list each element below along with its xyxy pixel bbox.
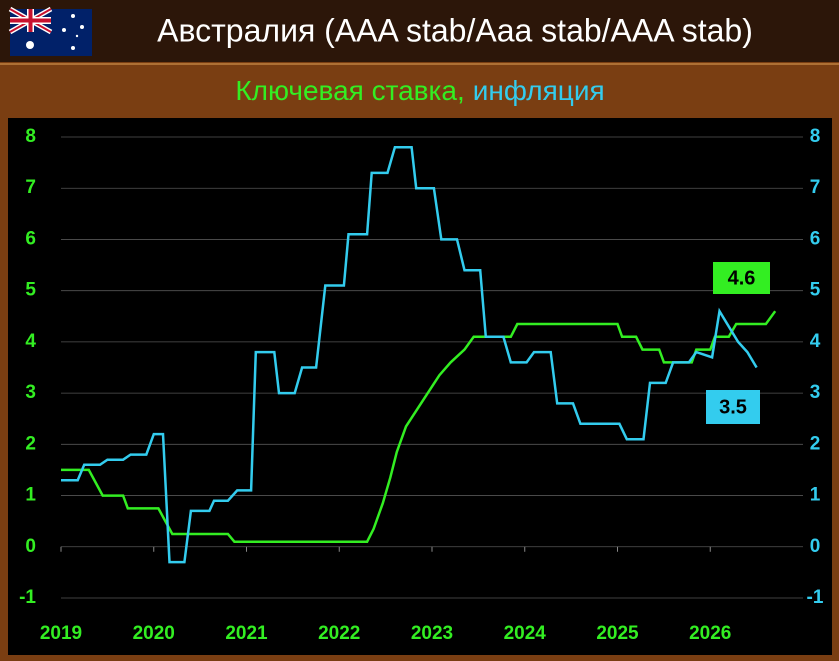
series-line <box>61 145 758 564</box>
plot-area <box>8 118 832 655</box>
subtitle: Ключевая ставка, инфляция <box>235 75 604 106</box>
y-tick-label: 7 <box>25 177 36 198</box>
y2-tick-label: -1 <box>807 587 824 608</box>
y2-tick-label: 5 <box>810 280 821 301</box>
x-tick-label: 2021 <box>225 623 268 644</box>
separator: , <box>457 75 465 106</box>
chart-title: Австралия (AAA stab/Aaa stab/AAA stab) <box>157 12 753 48</box>
x-tick-label: 2022 <box>318 623 360 644</box>
y2-tick-label: 6 <box>810 228 821 249</box>
y-tick-label: 0 <box>25 536 36 557</box>
end-label: 3.5 <box>719 396 747 418</box>
y2-tick-label: 1 <box>810 485 821 506</box>
y-tick-label: 5 <box>25 280 36 301</box>
x-tick-label: 2024 <box>504 623 547 644</box>
x-tick-label: 2025 <box>596 623 639 644</box>
end-label-box <box>706 390 760 424</box>
y-tick-label: 3 <box>25 382 36 403</box>
y-tick-label: -1 <box>19 587 36 608</box>
y2-tick-label: 4 <box>810 331 821 352</box>
y-tick-label: 8 <box>25 126 36 147</box>
y2-tick-label: 2 <box>810 433 821 454</box>
flag <box>8 6 92 56</box>
y-tick-label: 6 <box>25 228 36 249</box>
end-label: 4.6 <box>728 267 756 289</box>
legend-entry: Ключевая ставка <box>235 75 457 106</box>
x-tick-label: 2026 <box>689 623 731 644</box>
y2-tick-label: 0 <box>810 536 821 557</box>
y-tick-label: 4 <box>25 331 36 352</box>
y2-tick-label: 7 <box>810 177 821 198</box>
x-tick-label: 2019 <box>40 623 82 644</box>
series-line <box>61 310 777 543</box>
end-label-box <box>713 262 770 294</box>
y2-tick-label: 8 <box>810 126 821 147</box>
title-bar <box>0 0 839 62</box>
legend-entry: инфляция <box>473 75 605 106</box>
y2-tick-label: 3 <box>810 382 821 403</box>
y-tick-label: 1 <box>25 485 36 506</box>
x-tick-label: 2020 <box>133 623 175 644</box>
x-tick-label: 2023 <box>411 623 453 644</box>
y-tick-label: 2 <box>25 433 36 454</box>
